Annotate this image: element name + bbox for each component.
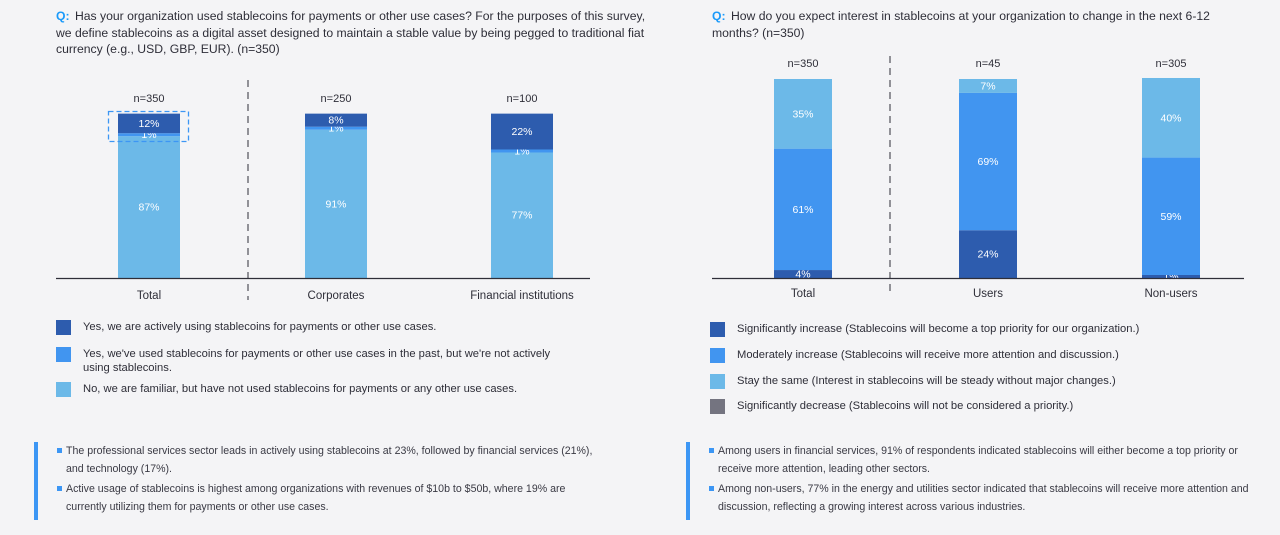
bar-segment-past: [118, 133, 180, 137]
right-panel: Q: How do you expect interest in stablec…: [640, 0, 1280, 535]
note-item: Among non-users, 77% in the energy and u…: [686, 480, 1256, 516]
data-label: 22%: [511, 126, 532, 138]
legend-swatch-significantly-decrease: [710, 399, 725, 414]
right-legend: Significantly increase (Stablecoins will…: [710, 322, 1250, 415]
data-label: 59%: [1160, 211, 1181, 223]
bar-segment-mod_increase: [959, 92, 1017, 231]
bar-segment-no: [491, 152, 553, 278]
legend-label-stay-same: Stay the same (Interest in stablecoins w…: [737, 375, 1116, 387]
notes-accent-bar: [34, 442, 38, 520]
bar-segment-active: [305, 113, 367, 127]
bullet-icon: [57, 486, 62, 491]
note-text: Active usage of stablecoins is highest a…: [66, 483, 566, 513]
bar-segment-sig_increase: [959, 230, 1017, 278]
category-label: Corporates: [308, 290, 365, 302]
data-label: 24%: [977, 249, 998, 261]
legend-item-significantly-increase: Significantly increase (Stablecoins will…: [710, 322, 1250, 338]
sample-size-label: n=100: [507, 93, 538, 105]
legend-label-past: Yes, we've used stablecoins for payments…: [83, 348, 551, 374]
sample-size-label: n=250: [321, 93, 352, 105]
legend-swatch-not-used: [56, 382, 71, 397]
left-legend: Yes, we are actively using stablecoins f…: [56, 320, 586, 402]
category-label: Financial institutions: [470, 290, 574, 302]
highlight-box: [107, 110, 190, 143]
bar-segment-active: [118, 113, 180, 134]
bar-segment-past: [491, 149, 553, 153]
bar-segment-past: [305, 126, 367, 130]
note-text: Among users in financial services, 91% o…: [718, 445, 1238, 475]
sample-size-label: n=45: [976, 58, 1001, 70]
bar-segment-active: [491, 113, 553, 150]
bar-segment-sig_increase: [1142, 275, 1200, 278]
bar-segment-same: [1142, 77, 1200, 158]
legend-swatch-active: [56, 320, 71, 335]
note-text: The professional services sector leads i…: [66, 445, 593, 475]
question-prefix: Q:: [56, 9, 70, 23]
bullet-icon: [709, 448, 714, 453]
legend-item-past: Yes, we've used stablecoins for payments…: [56, 347, 586, 376]
bar-segment-no: [118, 136, 180, 278]
data-label: 8%: [328, 115, 343, 127]
legend-swatch-past: [56, 347, 71, 362]
note-item: The professional services sector leads i…: [34, 442, 604, 478]
bullet-icon: [709, 486, 714, 491]
category-label: Total: [137, 290, 161, 302]
legend-item-not-used: No, we are familiar, but have not used s…: [56, 382, 586, 402]
sample-size-label: n=350: [788, 58, 819, 70]
data-label: 69%: [977, 156, 998, 168]
legend-item-significantly-decrease: Significantly decrease (Stablecoins will…: [710, 399, 1250, 415]
sample-size-label: n=305: [1156, 58, 1187, 70]
question-text: How do you expect interest in stablecoin…: [712, 9, 1210, 40]
category-label: Users: [973, 288, 1003, 300]
note-item: Among users in financial services, 91% o…: [686, 442, 1256, 478]
bar-segment-no: [305, 129, 367, 278]
legend-label-significantly-decrease: Significantly decrease (Stablecoins will…: [737, 400, 1074, 412]
legend-item-moderately-increase: Moderately increase (Stablecoins will re…: [710, 348, 1250, 364]
left-question: Q: Has your organization used stablecoin…: [56, 8, 646, 58]
question-prefix: Q:: [712, 9, 726, 23]
data-label: 87%: [138, 202, 159, 214]
right-key-findings: Among users in financial services, 91% o…: [686, 442, 1256, 520]
bar-segment-same: [774, 79, 832, 149]
legend-swatch-significantly-increase: [710, 322, 725, 337]
legend-label-not-used: No, we are familiar, but have not used s…: [83, 383, 518, 395]
note-text: Among non-users, 77% in the energy and u…: [718, 483, 1249, 513]
legend-label-significantly-increase: Significantly increase (Stablecoins will…: [737, 323, 1140, 335]
legend-item-active: Yes, we are actively using stablecoins f…: [56, 320, 586, 340]
data-label: 61%: [792, 204, 813, 216]
notes-accent-bar: [686, 442, 690, 520]
left-key-findings: The professional services sector leads i…: [34, 442, 604, 520]
bar-segment-mod_increase: [774, 148, 832, 271]
bar-segment-sig_increase: [774, 270, 832, 278]
data-label: 91%: [325, 198, 346, 210]
left-stacked-bar-chart: 87%1%12%n=350Total91%1%8%n=250Corporates…: [56, 80, 590, 302]
data-label: 4%: [795, 269, 810, 281]
legend-label-active: Yes, we are actively using stablecoins f…: [83, 321, 437, 333]
note-item: Active usage of stablecoins is highest a…: [34, 480, 604, 516]
data-label: 35%: [792, 108, 813, 120]
right-question: Q: How do you expect interest in stablec…: [712, 8, 1252, 41]
right-stacked-bar-chart: 4%61%35%n=350Total24%69%7%n=45Users1%59%…: [712, 56, 1244, 300]
left-panel: Q: Has your organization used stablecoin…: [34, 9, 645, 520]
data-label: 40%: [1160, 112, 1181, 124]
legend-swatch-moderately-increase: [710, 348, 725, 363]
legend-item-stay-same: Stay the same (Interest in stablecoins w…: [710, 374, 1250, 390]
data-label: 12%: [138, 118, 159, 130]
legend-swatch-stay-same: [710, 374, 725, 389]
bar-segment-same: [959, 79, 1017, 93]
legend-label-moderately-increase: Moderately increase (Stablecoins will re…: [737, 349, 1119, 361]
category-label: Total: [791, 288, 815, 300]
data-label: 7%: [980, 80, 995, 92]
bar-segment-mod_increase: [1142, 157, 1200, 275]
bullet-icon: [57, 448, 62, 453]
data-label: 77%: [511, 210, 532, 222]
sample-size-label: n=350: [134, 93, 165, 105]
question-text: Has your organization used stablecoins f…: [56, 9, 646, 56]
category-label: Non-users: [1144, 288, 1197, 300]
